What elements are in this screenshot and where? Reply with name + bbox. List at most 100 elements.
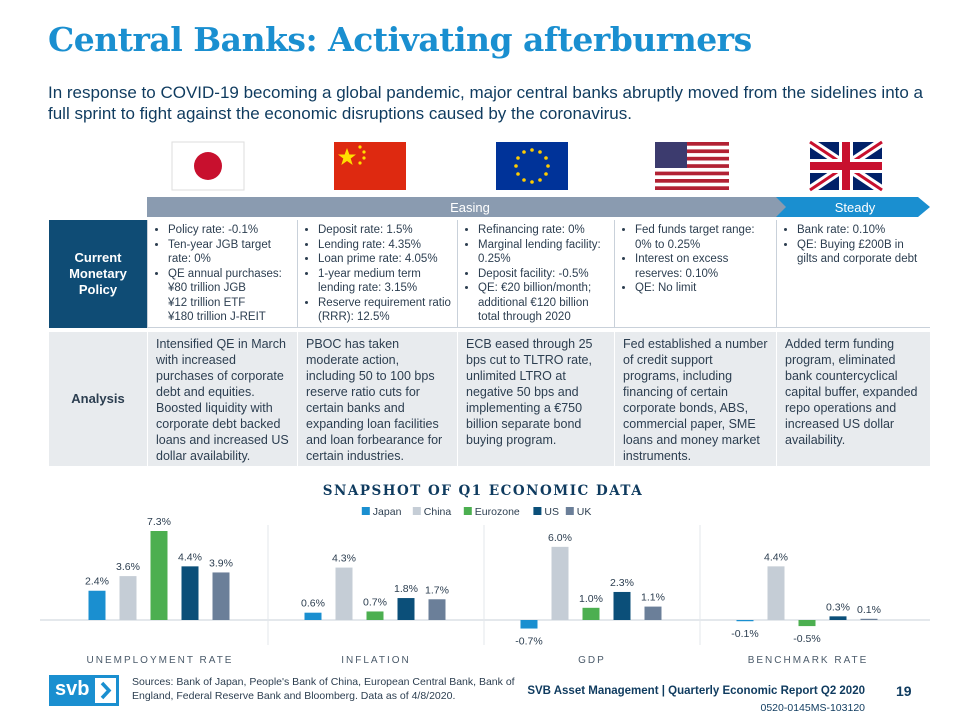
value-label: 0.7% [363,596,387,608]
bullet: Fed funds target range: 0% to 0.25% [635,223,770,252]
bullet: Reserve requirement ratio (RRR): 12.5% [318,296,451,325]
bar [551,546,569,620]
flag-eu [496,142,568,190]
bar [520,620,538,629]
row-header: Analysis [49,332,147,466]
value-label: -0.7% [515,636,542,648]
value-label: 7.3% [147,516,171,528]
policy-cell: Fed funds target range: 0% to 0.25%Inter… [614,220,776,328]
value-label: 3.6% [116,561,140,573]
value-label: -0.5% [793,633,820,645]
policy-cell: Policy rate: -0.1%Ten-year JGB target ra… [147,220,297,328]
value-label: 1.8% [394,583,418,595]
bar [613,591,631,620]
bullet-list: Policy rate: -0.1%Ten-year JGB target ra… [154,223,291,281]
analysis-cell: Added term funding program, eliminated b… [776,332,930,466]
bar [88,590,106,620]
value-label: 0.6% [301,598,325,610]
legend-swatch [412,507,421,515]
sub-line: ¥12 trillion ETF [168,296,246,309]
category-label: GDP [578,655,606,666]
bullet: Bank rate: 0.10% [797,223,924,238]
bullet-list: Bank rate: 0.10%QE: Buying £200B in gilt… [783,223,924,267]
logo-chevron [100,681,112,700]
flag-uk [807,138,885,194]
value-label: 4.3% [332,553,356,565]
easing-arrow [147,197,790,217]
steady-arrow [776,197,930,217]
bullet: Lending rate: 4.35% [318,238,451,253]
category-label: BENCHMARK RATE [748,655,869,666]
policy-cell: Refinancing rate: 0%Marginal lending fac… [457,220,614,328]
bullet: Deposit facility: -0.5% [478,267,608,282]
legend-swatch [361,507,370,515]
legend-label: China [424,506,452,518]
legend-swatch [463,507,472,515]
bullet: Interest on excess reserves: 0.10% [635,252,770,281]
chart: SNAPSHOT OF Q1 ECONOMIC DATA Japan China E… [40,483,930,666]
bullet: Marginal lending facility: 0.25% [478,238,608,267]
bar [304,612,322,620]
legend-swatch [533,507,542,515]
analysis-cell: Intensified QE in March with increased p… [147,332,297,466]
flag-china [334,142,406,190]
bullet: Ten-year JGB target rate: 0% [168,238,291,267]
bar [119,576,137,620]
chart-body: SNAPSHOT OF Q1 ECONOMIC DATA Japan China E… [40,483,930,666]
sources: Sources: Bank of Japan, People's Bank of… [132,676,515,702]
bar [736,620,754,622]
category-label: UNEMPLOYMENT RATE [87,655,234,666]
bullet: Loan prime rate: 4.05% [318,252,451,267]
bullet-list: Refinancing rate: 0%Marginal lending fac… [464,223,608,325]
value-label: 4.4% [764,551,788,563]
bar [428,599,446,620]
bullet: 1-year medium term lending rate: 3.15% [318,267,451,296]
bar [212,572,230,620]
bar [644,606,662,620]
bullet: QE: €20 billion/month; additional €120 b… [478,281,608,325]
legend-label: Japan [373,506,402,518]
bar [335,567,353,620]
bar [767,566,785,620]
sub-line: ¥180 trillion J-REIT [168,311,266,323]
sub-line: ¥80 trillion JGB [168,282,246,294]
bar [829,616,847,620]
subtitle: In response to COVID-19 becoming a globa… [48,83,924,123]
analysis-cell: ECB eased through 25 bps cut to TLTRO ra… [457,332,614,466]
value-label: 2.4% [85,576,109,588]
value-label: 0.3% [826,601,850,613]
flag-japan [171,141,245,191]
legend-label: UK [577,506,592,518]
bar [798,620,816,627]
value-label: 0.1% [857,604,881,616]
bullet: QE annual purchases: [168,267,291,282]
value-label: 4.4% [178,551,202,563]
value-label: 1.0% [579,593,603,605]
bar [150,531,168,620]
banner: Easing Steady [147,197,930,217]
title: Central Banks: Activating afterburners [48,20,752,59]
policy-cell: Bank rate: 0.10%QE: Buying £200B in gilt… [776,220,930,328]
chart-title: SNAPSHOT OF Q1 ECONOMIC DATA [323,483,643,499]
bullet: Policy rate: -0.1% [168,223,291,238]
flag-us [655,142,729,190]
value-label: 1.1% [641,592,665,604]
legend-swatch [565,507,574,515]
analysis-cell: PBOC has taken moderate action, includin… [297,332,457,466]
logo: svb [49,675,119,706]
value-label: 3.9% [209,557,233,569]
bar [397,598,415,620]
flags [171,138,885,194]
bullet: QE: No limit [635,281,770,296]
analysis-cell: Fed established a number of credit suppo… [614,332,776,466]
value-label: 2.3% [610,577,634,589]
value-label: 6.0% [548,532,572,544]
steady-label: Steady [835,200,876,215]
category-label: INFLATION [341,655,410,666]
bullet-list: Fed funds target range: 0% to 0.25%Inter… [621,223,770,296]
bullet: QE: Buying £200B in gilts and corporate … [797,238,924,267]
policy-cell: Deposit rate: 1.5%Lending rate: 4.35%Loa… [297,220,457,328]
logo-chevron-box [95,678,116,703]
doc-code: 0520-0145MS-103120 [760,702,866,714]
